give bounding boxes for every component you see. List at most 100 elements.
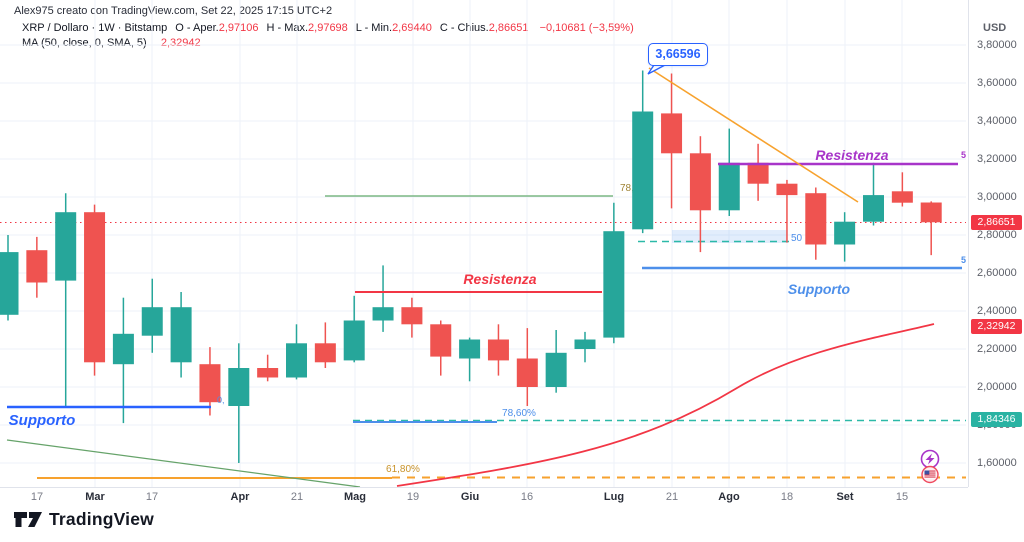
candle[interactable]: [834, 212, 856, 262]
candle[interactable]: [689, 136, 711, 253]
candle[interactable]: [26, 236, 48, 298]
ma-label: MA (50, close, 0, SMA, 5): [22, 37, 147, 49]
time-tick: Mag: [344, 491, 366, 503]
candle-body: [141, 307, 163, 336]
candle[interactable]: [112, 297, 134, 424]
ohlc-label: O - Aper.: [175, 22, 219, 34]
time-tick: 19: [406, 491, 420, 503]
candle[interactable]: [516, 328, 538, 406]
us-economic-event-icon[interactable]: [921, 465, 939, 484]
time-tick: 21: [290, 491, 304, 503]
candle[interactable]: [863, 162, 884, 226]
price-tick: 3,00000: [977, 190, 1017, 203]
candle-body: [920, 202, 942, 223]
fib-6180-label[interactable]: 61,80%: [386, 464, 420, 475]
candle[interactable]: [632, 70, 654, 234]
attribution-text: Alex975 creato con TradingView.com, Set …: [14, 5, 333, 17]
candle[interactable]: [141, 278, 163, 353]
candle-body: [84, 212, 106, 363]
fib-7860-label[interactable]: 78,60%: [502, 408, 536, 419]
sma-50-line[interactable]: [396, 323, 935, 487]
candle[interactable]: [487, 324, 509, 376]
green-descending-trendline[interactable]: [6, 439, 361, 487]
candle-body: [747, 162, 769, 184]
candle[interactable]: [343, 295, 365, 363]
candle[interactable]: [603, 202, 625, 344]
price-tick: 1,60000: [977, 456, 1017, 469]
candle[interactable]: [891, 172, 913, 207]
candle[interactable]: [0, 235, 19, 321]
time-scale[interactable]: 17 Mar 17 Apr 21 Mag 19 Giu 16 Lug 21 Ago 18 Set 15: [0, 487, 968, 508]
price-callout[interactable]: 3,66596: [648, 43, 708, 66]
candle-body: [487, 339, 509, 361]
candle[interactable]: [776, 179, 798, 243]
resistenza-mid-label[interactable]: Resistenza: [463, 271, 536, 287]
time-tick: Mar: [85, 491, 105, 503]
price-tick: 2,80000: [977, 228, 1017, 241]
orange-descending-trendline[interactable]: [648, 67, 859, 203]
price-tick: 2,00000: [977, 380, 1017, 393]
lightning-bolt-icon: [925, 453, 935, 465]
candle-body: [516, 358, 538, 387]
candle[interactable]: [430, 320, 452, 376]
candle[interactable]: [718, 128, 740, 216]
ohlc-values: O - Aper.2,97106 H - Max.2,97698 L - Min.2…: [175, 22, 536, 34]
supporto-left-label[interactable]: Supporto: [9, 412, 76, 429]
candle[interactable]: [661, 73, 683, 209]
candles[interactable]: [0, 70, 942, 463]
fib-50-label[interactable]: 50: [791, 233, 803, 244]
candle-body: [286, 343, 307, 378]
candle-body: [689, 153, 711, 211]
candle[interactable]: [286, 324, 307, 380]
candle[interactable]: [84, 204, 106, 376]
partial-0-label[interactable]: 0,: [217, 395, 225, 405]
power-event-icon[interactable]: [920, 449, 940, 469]
candle[interactable]: [55, 193, 77, 406]
candle[interactable]: [401, 297, 423, 338]
candle[interactable]: [920, 201, 942, 256]
tradingview-logo[interactable]: TradingView: [14, 508, 154, 530]
time-tick: 21: [665, 491, 679, 503]
candle[interactable]: [545, 330, 567, 393]
time-tick: Set: [836, 491, 854, 503]
ma-value: 2,32942: [160, 37, 201, 49]
candle[interactable]: [199, 347, 221, 416]
candle-body: [55, 212, 77, 281]
clipped-drawing-label: 5: [961, 255, 967, 265]
candle-body: [603, 231, 625, 338]
price-tick: 3,20000: [977, 152, 1017, 165]
candle-body: [834, 221, 856, 245]
candle[interactable]: [574, 331, 596, 363]
time-tick: Ago: [718, 491, 740, 503]
candle-body: [26, 250, 48, 283]
candle[interactable]: [257, 354, 279, 382]
candle[interactable]: [805, 187, 827, 260]
price-tick: 3,80000: [977, 38, 1017, 51]
candle[interactable]: [372, 265, 394, 332]
symbol-ohlc-row[interactable]: XRP / Dollaro · 1W · Bitstamp O - Aper.2,…: [22, 22, 634, 34]
candle[interactable]: [459, 337, 481, 382]
candle-body: [314, 343, 336, 363]
candle[interactable]: [747, 143, 769, 201]
ohlc-label: C - Chius.: [439, 22, 489, 34]
ma-indicator-row[interactable]: MA (50, close, 0, SMA, 5) 2,32942: [22, 37, 201, 49]
candle[interactable]: [314, 322, 336, 368]
last-price-label: 2,86651: [971, 214, 1022, 230]
candle[interactable]: [170, 292, 192, 378]
candle-body: [545, 352, 567, 387]
candle-body: [863, 195, 884, 222]
price-tick: 2,20000: [977, 342, 1017, 355]
price-scale[interactable]: 3,80000 3,60000 3,40000 3,20000 3,00000 2,800…: [968, 0, 1024, 487]
supporto-right-label[interactable]: Supporto: [788, 281, 851, 297]
candle-body: [0, 252, 19, 315]
candle-body: [459, 339, 481, 359]
candle-body: [805, 193, 827, 245]
price-tick: 3,40000: [977, 114, 1017, 127]
fib-78-partial-label[interactable]: 78,: [620, 183, 634, 194]
ma-price-label: 2,32942: [971, 318, 1022, 334]
candle-body: [228, 368, 250, 406]
candle[interactable]: [228, 343, 250, 463]
price-tick: 2,60000: [977, 266, 1017, 279]
resistenza-right-label[interactable]: Resistenza: [815, 147, 888, 163]
